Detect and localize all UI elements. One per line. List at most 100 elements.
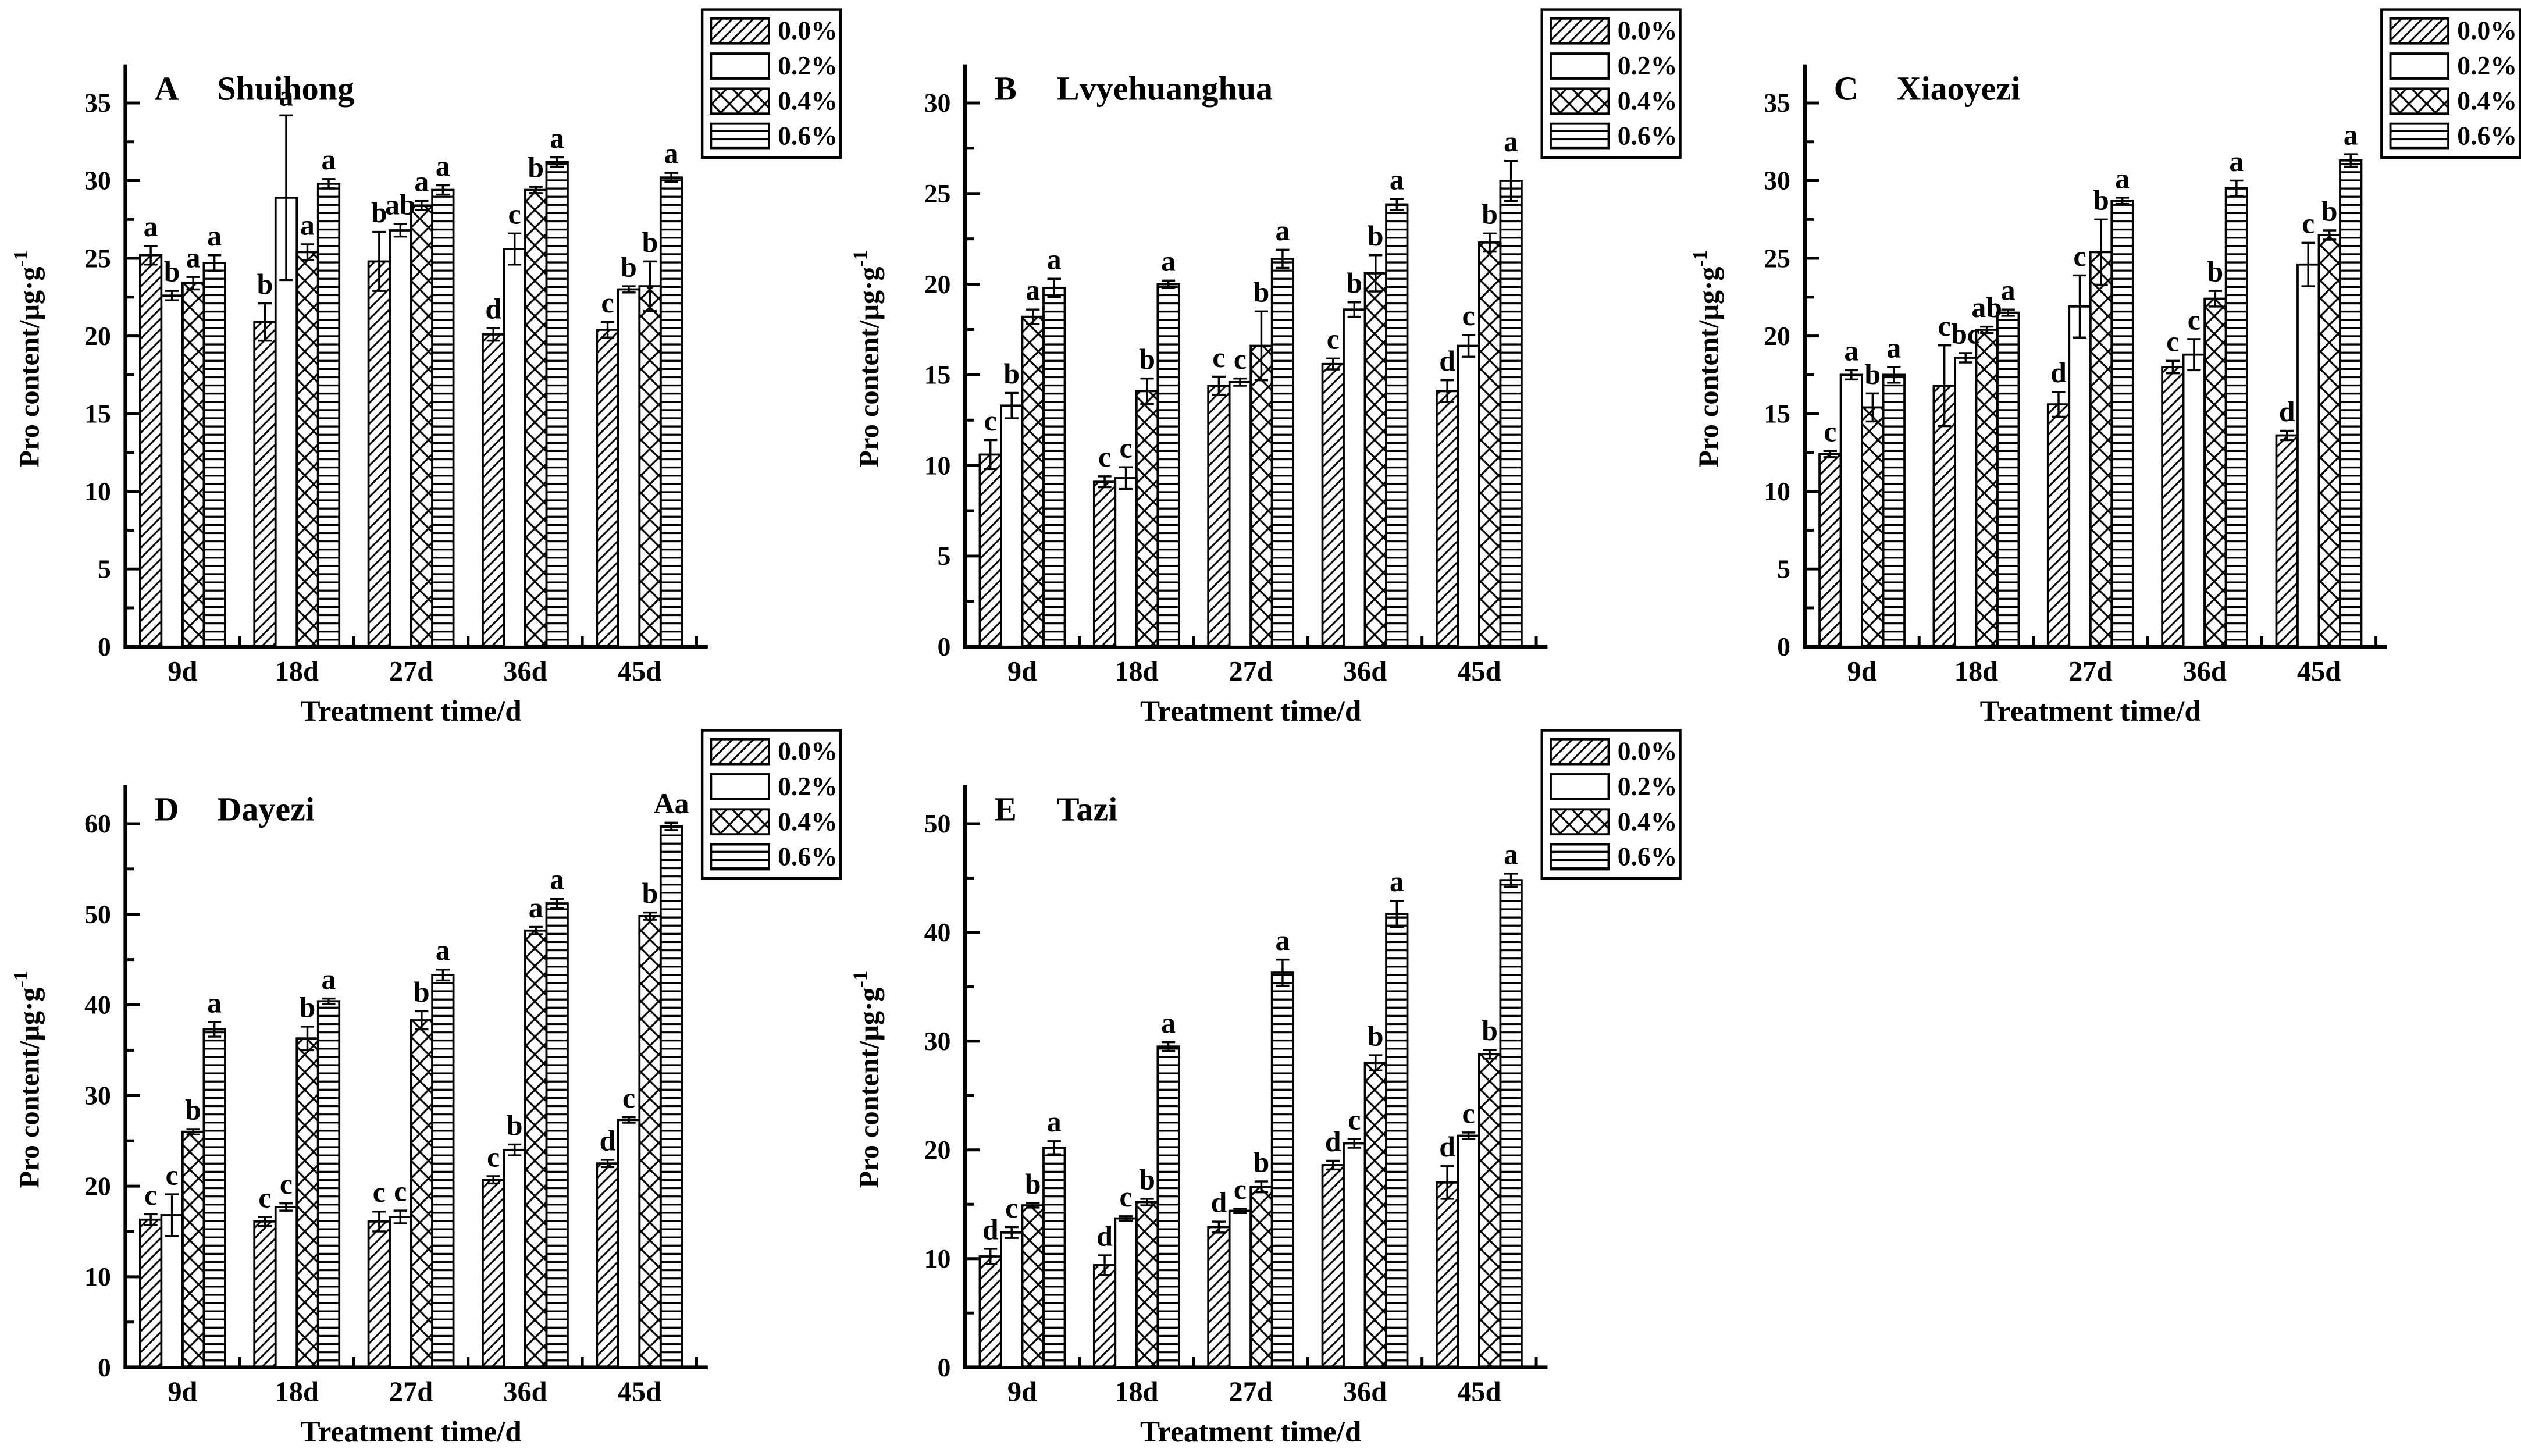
bar-0.0% [2275, 434, 2299, 648]
significance-letter: a [1390, 164, 1404, 196]
bar-0.0% [596, 1162, 619, 1369]
x-tick-label: 45d [1457, 656, 1501, 687]
error-bar [208, 1021, 222, 1038]
error-bar [258, 1216, 272, 1227]
error-bar [1440, 379, 1454, 403]
panel-title: Xiaoyezi [1897, 69, 2021, 107]
error-bar [1390, 899, 1404, 928]
y-tick-label: 10 [1764, 476, 1790, 506]
y-tick-label: 30 [84, 1081, 111, 1110]
significance-letter: c [1234, 1173, 1247, 1205]
significance-letter: a [1275, 215, 1290, 247]
significance-letter: c [258, 1181, 271, 1213]
x-axis-title: Treatment time/d [1140, 1415, 1361, 1448]
error-bar [393, 223, 407, 238]
legend-swatch-plain-white [710, 773, 770, 800]
y-tick-label: 50 [924, 809, 951, 838]
bar-0.2% [2068, 305, 2092, 648]
significance-letter: b [1139, 1163, 1155, 1195]
legend-swatch-diagonal-hatch [1550, 17, 1610, 45]
error-bar [1276, 248, 1290, 269]
y-tick-label: 40 [924, 917, 951, 947]
panel-title: Dayezi [217, 790, 315, 828]
x-tick-label: 45d [2297, 656, 2341, 687]
legend-label: 0.6% [778, 842, 838, 871]
bar-0.0% [1207, 1226, 1231, 1369]
bar-0.4% [524, 188, 548, 648]
significance-letter: a [1504, 838, 1518, 870]
error-bar [1483, 1049, 1497, 1060]
error-bar [1326, 357, 1340, 371]
x-tick-label: 18d [1114, 656, 1158, 687]
error-bar [2052, 391, 2066, 418]
error-bar [372, 230, 386, 292]
panel-letter: E [994, 790, 1017, 828]
bar-0.2% [1343, 308, 1366, 648]
bar-0.2% [160, 1214, 184, 1369]
error-bar [2280, 429, 2294, 442]
panel-title: Lvyehuanghua [1057, 69, 1273, 107]
y-tick-label: 25 [924, 179, 951, 208]
significance-letter: b [2207, 256, 2224, 288]
bar-0.4% [1021, 315, 1045, 648]
legend-label: 0.2% [2457, 51, 2517, 80]
error-bar [643, 260, 657, 312]
error-bar [1369, 254, 1383, 293]
y-tick-label: 30 [924, 1026, 951, 1056]
error-bar [2323, 229, 2337, 241]
bar-0.4% [1975, 329, 1999, 648]
error-bar [984, 439, 998, 471]
legend-swatch-plain-white [1550, 52, 1610, 80]
error-bar [550, 156, 564, 168]
x-tick-label: 9d [1847, 656, 1877, 687]
significance-letter: b [2093, 184, 2109, 216]
bar-0.4% [181, 1130, 205, 1369]
legend: 0.0% 0.2% 0.4% 0.6% [1540, 8, 1682, 159]
x-tick-label: 27d [1229, 1377, 1273, 1408]
x-tick-label: 18d [1954, 656, 1998, 687]
significance-letter: b [1368, 1020, 1384, 1052]
significance-letter: a [2344, 119, 2358, 151]
error-bar [643, 911, 657, 921]
bar-0.2% [274, 1206, 298, 1369]
error-bar [1845, 369, 1858, 381]
bar-0.6% [431, 188, 455, 648]
error-bar [415, 1010, 429, 1031]
panel-letter: D [154, 790, 179, 828]
legend-swatch-horizontal-lines [710, 843, 770, 871]
significance-letter: b [1003, 358, 1020, 390]
significance-letter: b [1025, 1168, 1041, 1200]
error-bar [1369, 1054, 1383, 1072]
y-tick-label: 15 [84, 398, 111, 428]
x-tick-label: 45d [1457, 1377, 1501, 1408]
legend: 0.0% 0.2% 0.4% 0.6% [700, 8, 842, 159]
bar-0.2% [389, 229, 412, 648]
error-bar [322, 178, 336, 190]
bar-0.0% [1436, 390, 1459, 648]
significance-letter: b [621, 251, 637, 283]
x-axis-title: Treatment time/d [1980, 695, 2201, 728]
significance-letter: a [550, 122, 564, 154]
significance-letter: a [1047, 244, 1062, 276]
y-tick-label: 10 [84, 1262, 111, 1291]
bar-0.0% [139, 1218, 163, 1369]
significance-letter: d [2050, 357, 2067, 389]
significance-letter: a [279, 80, 294, 112]
x-tick-label: 9d [1007, 1377, 1037, 1408]
bar-0.2% [1228, 380, 1252, 648]
significance-letter: a [1390, 866, 1404, 898]
significance-letter: a [1161, 245, 1176, 277]
x-tick-label: 27d [2068, 656, 2112, 687]
error-bar [486, 327, 500, 342]
y-ticks [125, 101, 140, 649]
bar-0.0% [1321, 362, 1345, 648]
legend-swatch-horizontal-lines [1550, 843, 1610, 871]
error-bar [664, 172, 678, 183]
legend-label: 0.4% [1618, 806, 1678, 836]
significance-letter: d [485, 293, 501, 325]
significance-letter: d [600, 1124, 616, 1156]
significance-letter: a [1047, 1106, 1062, 1138]
bar-0.4% [1478, 1053, 1502, 1369]
